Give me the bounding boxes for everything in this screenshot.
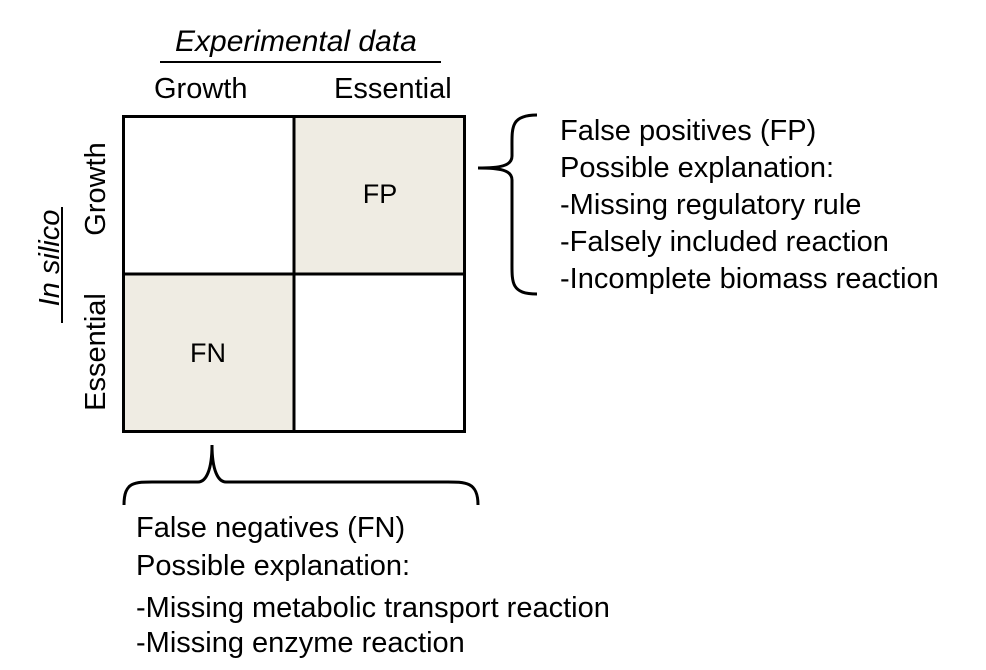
fn-line: -Missing metabolic transport reaction [136,592,610,624]
cell-fn: FN [122,274,294,433]
in-silico-title: In silico [34,209,66,307]
column-label-essential: Essential [334,73,452,105]
fp-brace [477,113,538,296]
matrix: FP FN [122,115,466,433]
false-negatives-explanation: False negatives (FN) Possible explanatio… [136,509,610,659]
row-label-growth: Growth [80,142,112,236]
fn-line: False negatives (FN) [136,512,406,544]
fp-line: -Incomplete biomass reaction [560,263,939,295]
experimental-data-title: Experimental data [175,25,417,58]
fn-line: -Missing enzyme reaction [136,627,465,659]
cell-fp: FP [294,115,466,274]
column-label-growth: Growth [154,73,248,105]
fn-line: Possible explanation: [136,550,411,582]
fp-line: Possible explanation: [560,152,835,184]
row-label-essential: Essential [80,293,112,411]
matrix-grid [122,115,466,433]
fn-brace [122,444,480,506]
fp-line: False positives (FP) [560,115,817,147]
false-positives-explanation: False positives (FP) Possible explanatio… [560,113,939,298]
fp-line: -Missing regulatory rule [560,189,862,221]
fp-line: -Falsely included reaction [560,226,889,258]
